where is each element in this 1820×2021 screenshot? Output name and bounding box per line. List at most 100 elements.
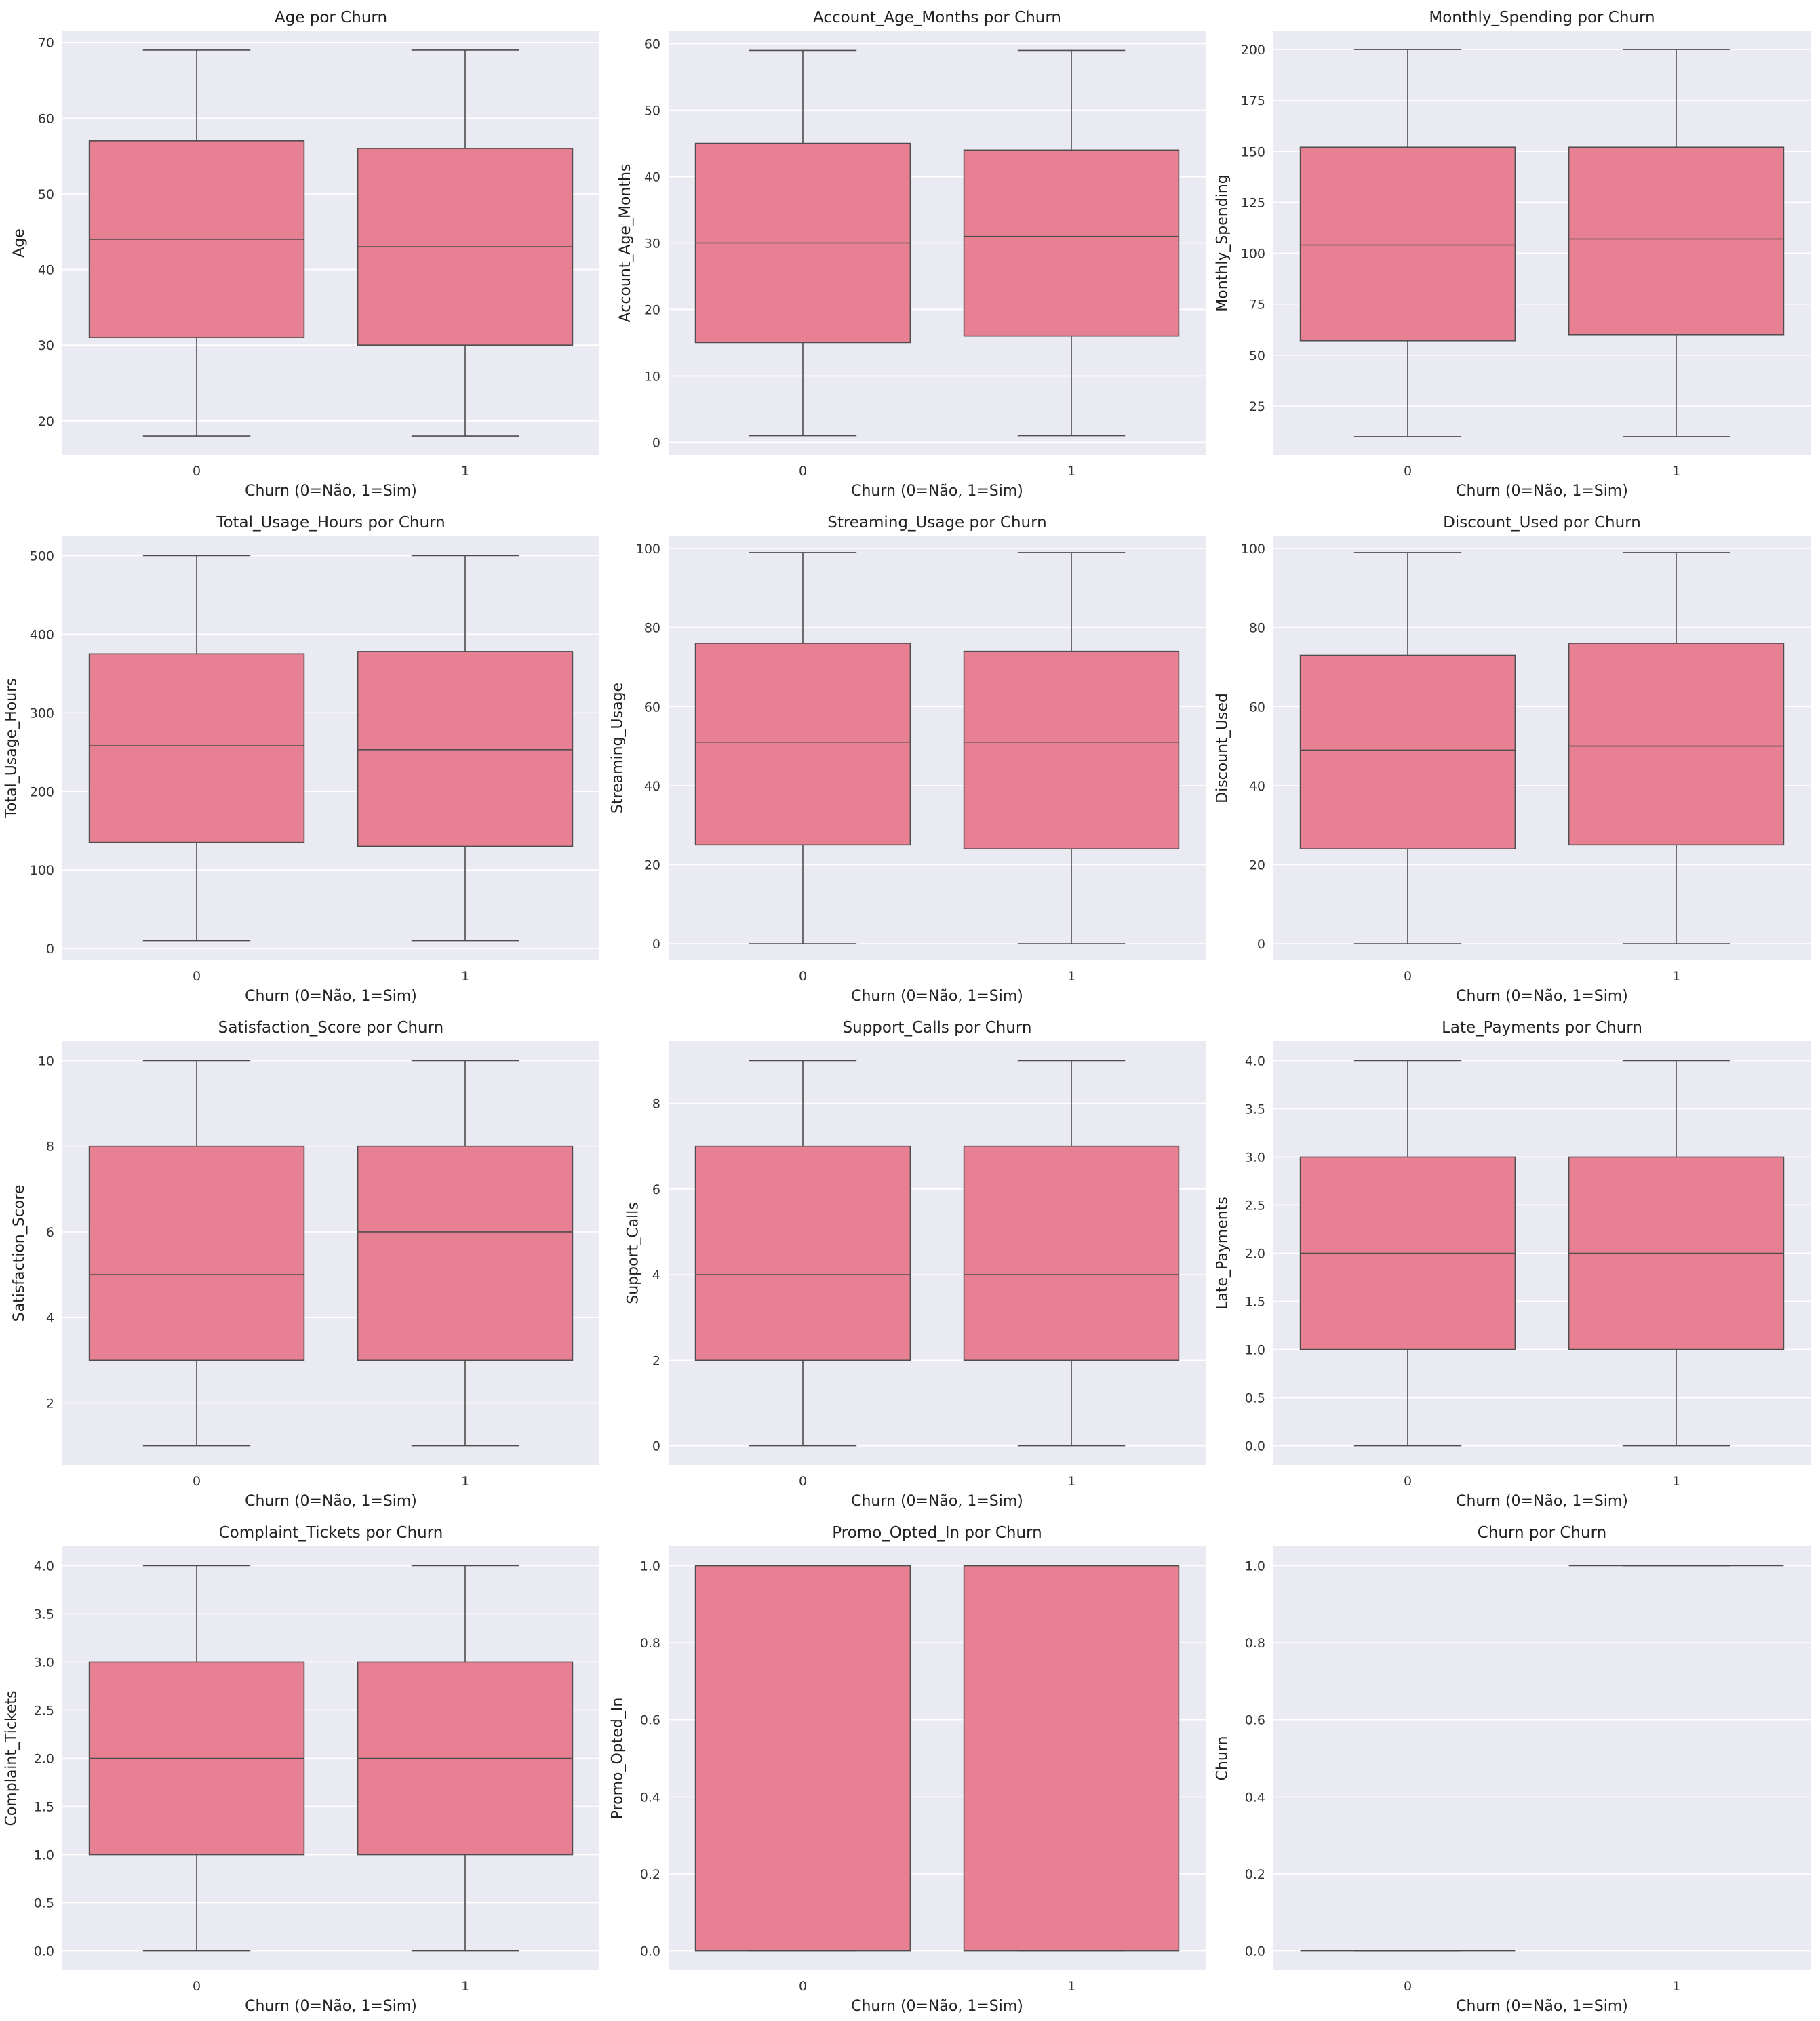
iqr-box xyxy=(694,1565,911,1952)
x-tick-label: 1 xyxy=(1067,464,1075,479)
x-tick-label: 1 xyxy=(1067,1979,1075,1994)
y-tick-label: 1.0 xyxy=(1245,1343,1265,1358)
subplot-5: 0 20 40 60 80 100 0 1 Discount_Used por Churn Chu… xyxy=(1214,514,1811,1005)
y-tick-label: 60 xyxy=(38,111,54,126)
x-axis-label: Churn (0=Não, 1=Sim) xyxy=(1456,483,1628,500)
subplot-6: 2 4 6 8 10 0 1 Satisfaction_Score por Churn Chur… xyxy=(11,1019,599,1510)
iqr-box xyxy=(357,1145,574,1361)
y-tick-label: 0 xyxy=(46,942,54,957)
iqr-box xyxy=(963,149,1180,337)
box-1 xyxy=(1568,1060,1785,1447)
x-axis-label: Churn (0=Não, 1=Sim) xyxy=(1456,1998,1628,2015)
subplot-title: Late_Payments por Churn xyxy=(1442,1019,1642,1037)
x-axis-label: Churn (0=Não, 1=Sim) xyxy=(245,1493,417,1510)
box-0 xyxy=(88,1565,305,1952)
box-1 xyxy=(963,49,1180,437)
y-tick-label: 20 xyxy=(644,302,660,317)
y-axis-label: Age xyxy=(11,228,28,258)
y-tick-label: 4 xyxy=(46,1310,54,1325)
y-tick-label: 30 xyxy=(644,237,660,252)
y-tick-label: 1.0 xyxy=(640,1559,660,1574)
y-tick-label: 2.0 xyxy=(1245,1247,1265,1262)
y-tick-label: 6 xyxy=(46,1225,54,1240)
box-1 xyxy=(357,1060,574,1447)
y-tick-label: 400 xyxy=(30,627,54,642)
y-tick-label: 50 xyxy=(644,104,660,119)
x-tick-label: 1 xyxy=(1067,1474,1075,1489)
x-tick-label: 0 xyxy=(1404,969,1412,984)
box-0 xyxy=(88,1060,305,1447)
y-tick-label: 10 xyxy=(38,1054,54,1068)
y-tick-label: 2 xyxy=(46,1396,54,1411)
y-tick-label: 30 xyxy=(38,338,54,353)
y-tick-label: 40 xyxy=(38,263,54,278)
y-tick-label: 0.2 xyxy=(640,1867,660,1882)
iqr-box xyxy=(357,651,574,847)
x-axis-label: Churn (0=Não, 1=Sim) xyxy=(1456,988,1628,1005)
iqr-box xyxy=(963,650,1180,849)
y-tick-label: 125 xyxy=(1241,195,1265,210)
subplot-1: 0 10 20 30 40 50 60 0 1 Account_Age_Months por Ch… xyxy=(617,9,1206,500)
y-axis-label: Complaint_Tickets xyxy=(3,1690,20,1826)
y-tick-label: 20 xyxy=(1249,858,1265,873)
subplot-11: 0.0 0.2 0.4 0.6 0.8 1.0 0 1 Churn por Churn Churn… xyxy=(1214,1524,1811,2015)
subplot-title: Age por Churn xyxy=(275,9,387,26)
box-1 xyxy=(963,552,1180,944)
subplot-title: Discount_Used por Churn xyxy=(1443,514,1641,532)
x-tick-label: 1 xyxy=(461,969,469,984)
y-tick-label: 0.6 xyxy=(1245,1713,1265,1728)
y-tick-label: 0.5 xyxy=(1245,1391,1265,1406)
y-tick-label: 60 xyxy=(644,37,660,52)
y-tick-label: 1.5 xyxy=(34,1800,54,1815)
x-tick-label: 1 xyxy=(461,464,469,479)
subplot-0: 20 30 40 50 60 70 0 1 Age por Churn Churn (0=Não,… xyxy=(11,9,599,500)
x-tick-label: 1 xyxy=(1672,1474,1680,1489)
x-axis-label: Churn (0=Não, 1=Sim) xyxy=(851,1493,1023,1510)
y-axis-label: Satisfaction_Score xyxy=(11,1185,28,1322)
y-tick-label: 0 xyxy=(1257,937,1265,952)
subplot-3: 0 100 200 300 400 500 0 1 Total_Usage_Hours por … xyxy=(3,514,599,1005)
subplot-title: Support_Calls por Churn xyxy=(843,1019,1032,1037)
y-tick-label: 20 xyxy=(644,858,660,873)
x-axis-label: Churn (0=Não, 1=Sim) xyxy=(245,1998,417,2015)
y-tick-label: 3.5 xyxy=(1245,1102,1265,1117)
y-tick-label: 0.0 xyxy=(640,1944,660,1959)
y-tick-label: 70 xyxy=(38,36,54,51)
x-tick-label: 1 xyxy=(461,1979,469,1994)
subplot-title: Streaming_Usage por Churn xyxy=(827,514,1047,532)
box-1 xyxy=(963,1565,1180,1952)
y-axis-label: Discount_Used xyxy=(1214,693,1231,803)
y-tick-label: 300 xyxy=(30,706,54,721)
y-tick-label: 8 xyxy=(46,1140,54,1155)
y-tick-label: 8 xyxy=(652,1097,660,1112)
box-1 xyxy=(357,1565,574,1952)
y-tick-label: 50 xyxy=(1249,348,1265,363)
x-tick-label: 0 xyxy=(193,1474,201,1489)
box-0 xyxy=(694,1060,911,1447)
iqr-box xyxy=(1568,146,1785,336)
iqr-box xyxy=(1568,643,1785,846)
subplot-title: Promo_Opted_In por Churn xyxy=(832,1524,1042,1542)
subplot-title: Satisfaction_Score por Churn xyxy=(218,1019,444,1037)
subplot-2: 25 50 75 100 125 150 175 200 0 1 Monthly_Spending … xyxy=(1214,9,1811,500)
y-tick-label: 50 xyxy=(38,187,54,202)
box-0 xyxy=(1299,1060,1516,1447)
y-axis-label: Total_Usage_Hours xyxy=(3,678,20,818)
y-tick-label: 0.4 xyxy=(1245,1790,1265,1805)
subplot-4: 0 20 40 60 80 100 0 1 Streaming_Usage por Churn C… xyxy=(610,514,1206,1005)
x-tick-label: 1 xyxy=(1672,464,1680,479)
x-axis-label: Churn (0=Não, 1=Sim) xyxy=(851,988,1023,1005)
x-tick-label: 0 xyxy=(193,464,201,479)
subplot-title: Complaint_Tickets por Churn xyxy=(219,1524,443,1542)
y-tick-label: 4.0 xyxy=(1245,1054,1265,1068)
box-0 xyxy=(694,49,911,437)
x-tick-label: 1 xyxy=(1672,1979,1680,1994)
y-tick-label: 75 xyxy=(1249,298,1265,313)
box-1 xyxy=(963,1060,1180,1447)
y-tick-label: 6 xyxy=(652,1182,660,1197)
y-tick-label: 4.0 xyxy=(34,1559,54,1574)
subplot-title: Total_Usage_Hours por Churn xyxy=(216,514,445,532)
y-tick-label: 0.0 xyxy=(1245,1944,1265,1959)
x-axis-label: Churn (0=Não, 1=Sim) xyxy=(851,483,1023,500)
